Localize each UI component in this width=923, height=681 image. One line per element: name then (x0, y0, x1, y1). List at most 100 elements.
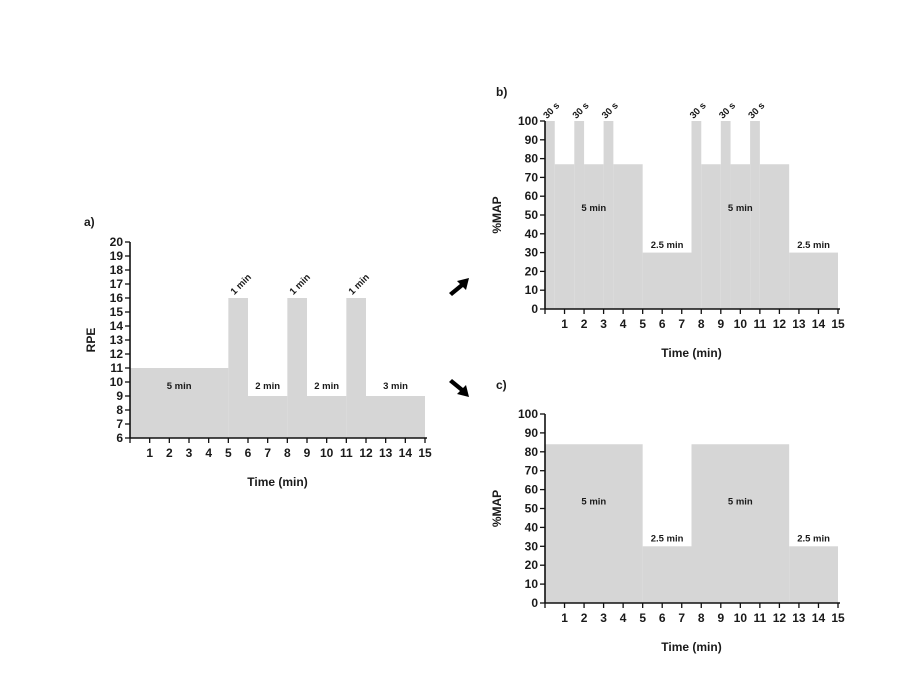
x-axis-title: Time (min) (661, 346, 721, 360)
panel-c: c)1 2 3 4 5 6 7 8 9 10 11 12 13 14 1501020304050607080… (490, 378, 845, 654)
y-tick-label: 60 (525, 483, 539, 497)
x-tick-label: 13 (792, 317, 806, 331)
x-tick-label: 6 (659, 611, 666, 625)
x-tick-label: 1 (561, 317, 568, 331)
x-tick-label: 7 (678, 317, 685, 331)
area-step (691, 444, 790, 603)
y-tick-label: 60 (525, 189, 539, 203)
x-tick-label: 4 (205, 446, 212, 460)
x-tick-label: 9 (717, 317, 724, 331)
segment-label: 30 s (571, 100, 592, 121)
x-tick-label: 10 (734, 611, 748, 625)
x-tick-label: 3 (600, 611, 607, 625)
x-tick-label: 13 (379, 446, 393, 460)
x-tick-label: 14 (399, 446, 413, 460)
area-step (287, 298, 307, 438)
segment-label: 30 s (746, 100, 767, 121)
x-tick-label: 11 (340, 446, 353, 460)
y-tick-label: 0 (531, 596, 538, 610)
segment-label: 2 min (314, 381, 339, 392)
panel-letter: b) (496, 85, 507, 99)
y-tick-label: 11 (110, 361, 123, 375)
y-tick-label: 19 (110, 249, 124, 263)
y-tick-label: 9 (116, 389, 123, 403)
x-tick-label: 12 (773, 611, 787, 625)
x-tick-label: 8 (284, 446, 291, 460)
y-axis-title: %MAP (490, 490, 504, 527)
x-tick-label: 4 (620, 317, 627, 331)
area-step (366, 396, 425, 438)
segment-label: 1 min (288, 272, 313, 297)
segment-label: 5 min (581, 203, 606, 214)
y-tick-label: 18 (110, 263, 124, 277)
y-tick-label: 8 (116, 403, 123, 417)
x-tick-label: 7 (678, 611, 685, 625)
area-step (701, 164, 721, 309)
y-axis-title: RPE (84, 328, 98, 353)
y-tick-label: 30 (525, 246, 539, 260)
y-tick-label: 80 (525, 152, 539, 166)
y-tick-label: 14 (110, 319, 124, 333)
panel-a: a)1 2 3 4 5 6 7 8 9 10 11 12 13 14 1567891011121314151… (84, 215, 432, 489)
y-tick-label: 17 (110, 277, 124, 291)
y-tick-label: 10 (525, 283, 539, 297)
area-step (603, 121, 614, 309)
area-step (248, 396, 288, 438)
x-tick-label: 8 (698, 611, 705, 625)
area-step (545, 444, 643, 603)
x-tick-label: 9 (304, 446, 311, 460)
x-tick-label: 15 (831, 611, 845, 625)
y-tick-label: 10 (525, 577, 539, 591)
area-step (584, 164, 604, 309)
x-tick-label: 14 (812, 317, 826, 331)
y-tick-label: 100 (518, 407, 538, 421)
x-tick-label: 2 (581, 317, 588, 331)
x-tick-label: 5 (639, 611, 646, 625)
x-tick-label: 1 (146, 446, 153, 460)
segment-label: 3 min (383, 381, 408, 392)
y-tick-label: 40 (525, 520, 539, 534)
panel-b: b)1 2 3 4 5 6 7 8 9 10 11 12 13 14 1501020304050607080… (490, 85, 845, 360)
x-tick-label: 6 (659, 317, 666, 331)
segment-label: 2.5 min (651, 240, 684, 251)
area-step (750, 121, 760, 309)
x-tick-label: 13 (792, 611, 806, 625)
y-tick-label: 80 (525, 445, 539, 459)
y-tick-label: 50 (525, 502, 539, 516)
x-tick-label: 4 (620, 611, 627, 625)
y-tick-label: 6 (116, 431, 123, 445)
x-tick-label: 10 (734, 317, 748, 331)
y-tick-label: 10 (110, 375, 124, 389)
x-tick-label: 10 (320, 446, 334, 460)
segment-label: 30 s (717, 100, 738, 121)
x-tick-label: 2 (581, 611, 588, 625)
segment-label: 30 s (541, 100, 562, 121)
segment-label: 30 s (600, 100, 621, 121)
area-step (613, 164, 643, 309)
area-step (346, 298, 366, 438)
arrow-icon (449, 379, 469, 397)
x-tick-label: 15 (831, 317, 845, 331)
x-tick-label: 12 (359, 446, 373, 460)
segment-label: 5 min (167, 381, 192, 392)
x-tick-label: 15 (418, 446, 432, 460)
x-tick-label: 11 (754, 611, 767, 625)
area-step (720, 121, 731, 309)
area-step (574, 121, 585, 309)
segment-label: 2 min (255, 381, 280, 392)
y-tick-label: 90 (525, 133, 539, 147)
x-tick-label: 3 (600, 317, 607, 331)
y-tick-label: 50 (525, 208, 539, 222)
x-tick-label: 2 (166, 446, 173, 460)
x-axis-title: Time (min) (247, 475, 307, 489)
area-step (691, 121, 702, 309)
y-tick-label: 16 (110, 291, 124, 305)
area-step (789, 252, 838, 309)
segment-label: 5 min (581, 497, 606, 508)
arrow-to-panel-b (449, 278, 469, 296)
segment-label: 1 min (229, 272, 254, 297)
x-tick-label: 5 (225, 446, 232, 460)
y-tick-label: 90 (525, 426, 539, 440)
x-tick-label: 8 (698, 317, 705, 331)
y-tick-label: 70 (525, 464, 539, 478)
